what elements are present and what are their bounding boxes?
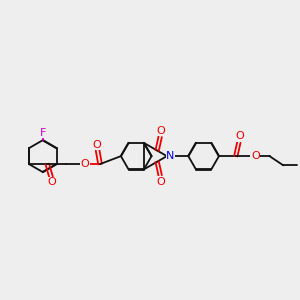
Text: O: O <box>235 131 244 141</box>
Text: O: O <box>156 126 165 136</box>
Text: O: O <box>156 177 165 187</box>
Text: O: O <box>92 140 101 150</box>
Text: O: O <box>251 151 260 161</box>
Text: O: O <box>48 178 56 188</box>
Text: F: F <box>40 128 46 137</box>
Text: N: N <box>166 151 175 161</box>
Text: O: O <box>80 159 89 169</box>
